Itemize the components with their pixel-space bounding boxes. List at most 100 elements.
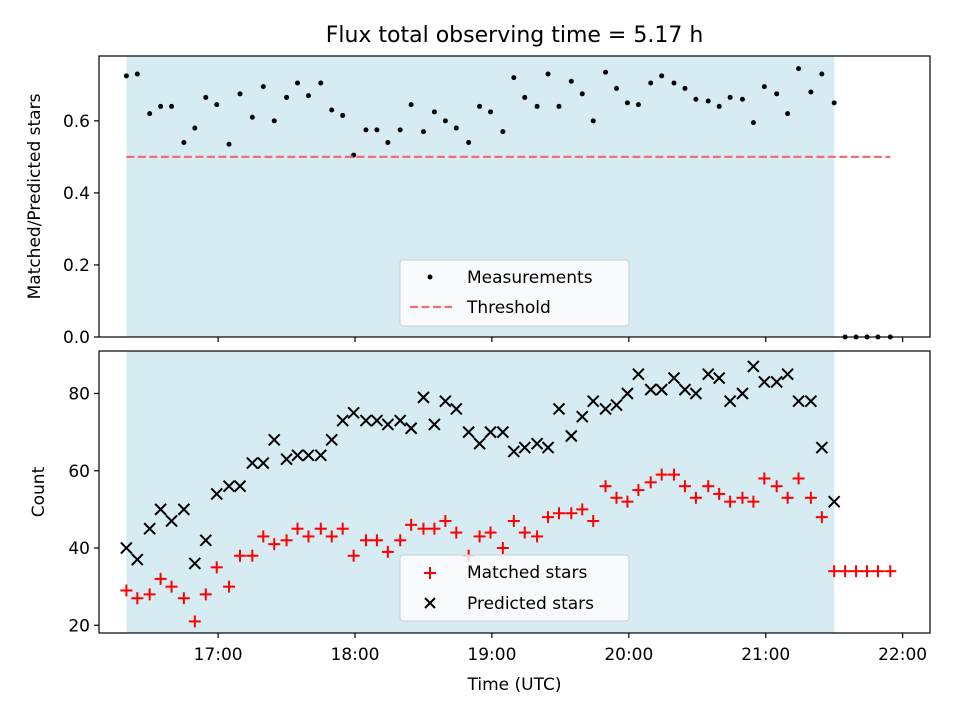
measurements-point xyxy=(181,139,187,145)
predicted-stars-point xyxy=(747,360,760,373)
matched-stars-point xyxy=(257,530,270,543)
measurements-point xyxy=(374,127,380,133)
matched-stars-point xyxy=(531,530,544,543)
matched-stars-point xyxy=(268,538,281,551)
top-y-tick-label: 0.0 xyxy=(63,328,90,348)
measurements-point xyxy=(271,118,277,124)
predicted-stars-point xyxy=(770,375,783,389)
matched-stars-point xyxy=(370,534,383,547)
predicted-stars-point xyxy=(120,541,133,555)
measurements-point xyxy=(305,93,311,99)
predicted-stars-point xyxy=(599,402,612,416)
predicted-stars-point xyxy=(632,367,645,381)
predicted-stars-point xyxy=(496,425,510,439)
matched-stars-point xyxy=(165,580,178,593)
matched-stars-point xyxy=(632,484,645,497)
predicted-stars-point xyxy=(815,441,829,454)
matched-stars-point xyxy=(839,565,852,578)
matched-stars-point xyxy=(428,522,441,535)
legend-predicted-label: Predicted stars xyxy=(467,594,594,614)
predicted-stars-point xyxy=(827,495,841,508)
matched-stars-point xyxy=(518,526,531,539)
measurements-point xyxy=(442,118,448,124)
measurements-point xyxy=(408,102,414,108)
matched-stars-point xyxy=(210,561,223,574)
predicted-stars-point xyxy=(199,534,212,547)
chart-title: Flux total observing time = 5.17 h xyxy=(326,23,704,48)
top-legend-box xyxy=(399,259,630,327)
measurements-point xyxy=(203,94,209,100)
top-plot-frame xyxy=(98,55,931,338)
matched-stars-point xyxy=(223,580,236,593)
matched-stars-point xyxy=(861,565,874,578)
matched-stars-point xyxy=(770,480,783,493)
measurements-point xyxy=(226,141,232,147)
measurements-point xyxy=(147,111,153,117)
measurements-point xyxy=(613,85,619,91)
bottom-legend-box xyxy=(399,554,630,622)
matched-stars-point xyxy=(131,592,144,605)
measurements-point xyxy=(739,96,745,102)
measurements-point xyxy=(385,139,391,145)
predicted-stars-point xyxy=(678,383,692,396)
predicted-stars-point xyxy=(131,553,144,566)
predicted-stars-point xyxy=(565,429,578,443)
measurements-point xyxy=(727,94,733,100)
measurements-point xyxy=(761,84,767,90)
matched-stars-point xyxy=(587,514,600,527)
measurements-point xyxy=(397,127,403,133)
measurements-point xyxy=(808,89,814,95)
measurements-point xyxy=(249,114,255,120)
predicted-stars-point xyxy=(370,414,384,427)
measurements-point xyxy=(500,129,506,135)
measurements-point xyxy=(431,109,437,115)
bottom-y-tick-label: 80 xyxy=(68,384,90,404)
matched-stars-point xyxy=(280,534,293,547)
predicted-stars-point xyxy=(712,371,726,385)
matched-stars-point xyxy=(781,491,794,504)
matched-stars-point xyxy=(394,534,407,547)
measurements-point xyxy=(603,69,609,75)
bottom-y-tick-label: 20 xyxy=(68,616,90,636)
top-y-axis-ticks: 0.0 0.2 0.4 0.6 xyxy=(63,112,99,348)
measurements-point xyxy=(158,103,164,109)
predicted-stars-point xyxy=(177,503,191,516)
predicted-stars-point xyxy=(804,395,818,408)
predicted-stars-point xyxy=(233,479,247,493)
measurements-point xyxy=(466,139,472,145)
measurements-point xyxy=(340,112,346,118)
top-y-axis-label: Matched/Predicted stars xyxy=(25,93,45,299)
matched-stars-point xyxy=(689,491,702,504)
measurements-point xyxy=(329,107,335,113)
x-tick-label: 22:00 xyxy=(878,645,927,665)
top-y-tick-label: 0.2 xyxy=(63,256,90,276)
top-legend: Measurements Threshold xyxy=(399,259,630,327)
matched-stars-point xyxy=(417,522,430,535)
measurements-point xyxy=(750,120,756,126)
predicted-stars-point xyxy=(222,479,236,493)
matched-stars-point xyxy=(325,530,338,543)
matched-stars-point xyxy=(792,472,805,485)
measurements-point xyxy=(568,78,574,84)
matched-stars-point xyxy=(599,480,612,493)
predicted-stars-point xyxy=(587,395,600,408)
matched-stars-point xyxy=(736,491,749,504)
matched-stars-point xyxy=(507,514,520,527)
matched-stars-point xyxy=(702,480,715,493)
predicted-stars-point xyxy=(530,437,544,450)
measurements-point xyxy=(134,71,140,77)
predicted-stars-point xyxy=(280,452,293,466)
matched-stars-point xyxy=(850,565,863,578)
measurements-point xyxy=(420,129,426,135)
measurements-point xyxy=(260,84,266,90)
predicted-stars-point xyxy=(621,387,634,400)
measurements-point xyxy=(774,91,780,97)
measurements-point xyxy=(590,118,596,124)
matched-stars-point xyxy=(302,530,315,543)
legend-predicted-marker xyxy=(424,597,436,609)
matched-stars-point xyxy=(815,511,828,524)
predicted-stars-point xyxy=(439,395,452,408)
matched-stars-point xyxy=(405,518,418,531)
matched-stars-point xyxy=(644,476,657,489)
